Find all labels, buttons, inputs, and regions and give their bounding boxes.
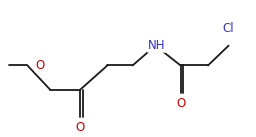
Text: Cl: Cl [223, 22, 234, 35]
Text: O: O [35, 59, 45, 72]
Text: NH: NH [148, 39, 165, 52]
Text: O: O [75, 121, 85, 134]
Text: O: O [176, 97, 185, 110]
